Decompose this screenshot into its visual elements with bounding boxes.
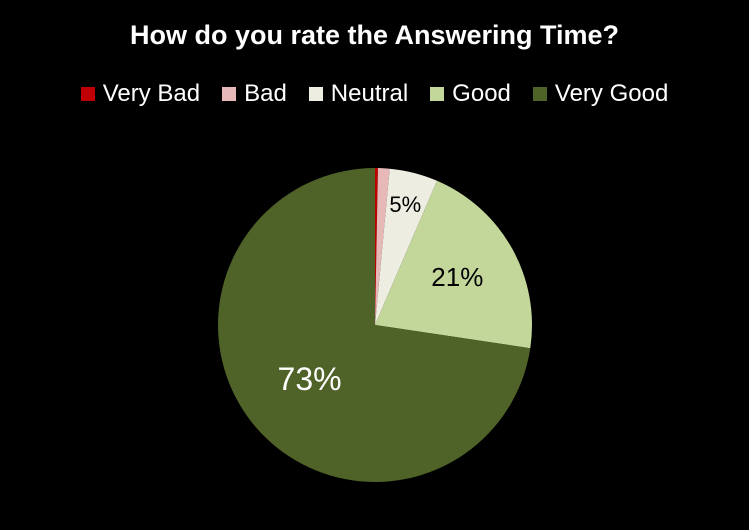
legend-item: Very Bad [80,80,201,108]
chart-title: How do you rate the Answering Time? [129,20,620,50]
legend-swatch [532,87,547,101]
legend-label: Good [452,80,511,107]
pie-slice-good [375,180,532,349]
pie-slice-very-bad [375,168,378,325]
legend-item: Bad [222,80,287,108]
pie-slice-neutral [375,168,438,325]
data-label: 5% [389,192,421,217]
pie-slice-very-good [218,168,531,482]
legend-item: Good [430,80,511,108]
legend-label: Neutral [330,80,409,107]
legend-swatch [222,87,237,101]
legend-swatch [430,87,445,101]
legend: Very Bad Bad Neutral Good Very Good [0,80,749,108]
legend-swatch [80,87,95,101]
legend-label: Very Good [554,80,669,107]
legend-label: Very Bad [102,80,201,107]
legend-swatch [308,87,323,101]
legend-item: Neutral [308,80,409,108]
legend-label: Bad [244,80,287,107]
pie-slice-bad [375,168,390,325]
data-label: 73% [278,361,342,397]
data-label: 21% [431,262,483,292]
legend-item: Very Good [532,80,669,108]
